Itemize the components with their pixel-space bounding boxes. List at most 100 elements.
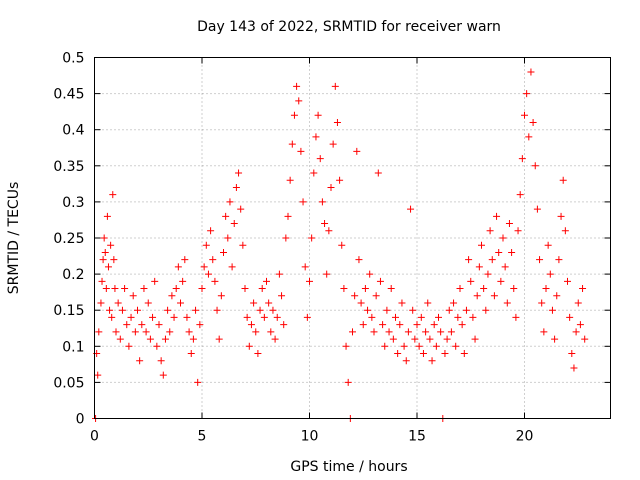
data-point xyxy=(185,328,193,336)
data-point xyxy=(568,350,576,358)
data-point xyxy=(553,292,561,300)
data-point xyxy=(546,270,554,278)
data-point xyxy=(230,220,238,228)
data-point xyxy=(94,371,102,379)
data-point xyxy=(473,292,481,300)
data-point xyxy=(392,313,399,321)
x-tick-label: 20 xyxy=(516,429,534,445)
data-point xyxy=(344,378,352,386)
data-point xyxy=(172,285,180,293)
data-point xyxy=(134,306,141,314)
data-point xyxy=(452,342,460,350)
data-point xyxy=(275,270,283,278)
data-point xyxy=(170,313,178,321)
data-point xyxy=(394,350,402,358)
data-point xyxy=(368,313,376,321)
data-point xyxy=(129,292,137,300)
data-point xyxy=(101,248,109,256)
data-point xyxy=(548,306,556,314)
data-point xyxy=(297,147,305,155)
data-point xyxy=(310,169,318,177)
data-point xyxy=(273,313,281,321)
data-point xyxy=(168,292,176,300)
data-point xyxy=(469,313,477,321)
data-point xyxy=(456,285,464,293)
data-point xyxy=(482,306,490,314)
data-point xyxy=(400,342,408,350)
data-point xyxy=(116,335,124,343)
data-point xyxy=(293,82,301,90)
data-point xyxy=(299,198,307,206)
data-point xyxy=(351,292,359,300)
data-point xyxy=(417,313,425,321)
data-point xyxy=(441,350,449,358)
data-point xyxy=(290,111,298,119)
data-point xyxy=(100,234,108,242)
data-point xyxy=(480,285,488,293)
data-point xyxy=(467,277,475,285)
data-point xyxy=(419,350,427,358)
y-tick-label: 0.2 xyxy=(62,267,84,283)
data-point xyxy=(379,321,387,329)
data-point xyxy=(217,292,225,300)
data-point xyxy=(396,321,404,329)
data-point xyxy=(157,357,165,365)
data-point xyxy=(232,183,240,191)
data-point xyxy=(510,285,518,293)
data-point xyxy=(450,299,458,307)
data-points xyxy=(92,68,589,422)
data-point xyxy=(245,342,253,350)
data-point xyxy=(407,205,415,213)
data-point xyxy=(288,140,296,148)
data-point xyxy=(353,147,361,155)
data-point xyxy=(370,328,378,336)
data-point xyxy=(98,277,106,285)
data-point xyxy=(222,212,230,220)
data-point xyxy=(542,285,550,293)
data-point xyxy=(527,68,535,76)
y-axis-label: SRMTID / TECUs xyxy=(6,182,22,295)
data-point xyxy=(424,299,432,307)
data-point xyxy=(104,263,112,271)
data-point xyxy=(127,313,135,321)
data-point xyxy=(336,176,344,184)
data-point xyxy=(295,97,303,105)
data-point xyxy=(102,285,110,293)
data-point xyxy=(566,313,574,321)
data-point xyxy=(501,263,509,271)
data-point xyxy=(342,342,350,350)
data-point xyxy=(447,328,455,336)
data-point xyxy=(533,205,541,213)
data-point xyxy=(161,335,169,343)
data-point xyxy=(551,335,559,343)
data-point xyxy=(570,364,578,372)
data-point xyxy=(107,241,115,249)
data-point xyxy=(153,342,161,350)
data-point xyxy=(112,328,120,336)
data-point xyxy=(471,335,479,343)
data-point xyxy=(204,270,212,278)
data-point xyxy=(95,328,103,336)
data-point xyxy=(108,313,116,321)
data-point xyxy=(329,140,337,148)
data-point xyxy=(486,227,494,235)
data-point xyxy=(181,256,189,264)
y-tick-label: 0.45 xyxy=(53,87,84,103)
data-point xyxy=(411,335,419,343)
data-point xyxy=(213,306,221,314)
data-point xyxy=(149,313,157,321)
data-point xyxy=(359,321,367,329)
data-point xyxy=(497,277,505,285)
x-axis-label: GPS time / hours xyxy=(290,459,407,475)
data-point xyxy=(151,277,159,285)
data-point xyxy=(194,378,202,386)
data-point xyxy=(574,299,582,307)
data-point xyxy=(114,299,122,307)
data-point xyxy=(265,299,273,307)
data-point xyxy=(241,285,249,293)
data-point xyxy=(361,285,369,293)
data-point xyxy=(325,227,333,235)
grid xyxy=(94,57,611,419)
data-point xyxy=(224,234,232,242)
